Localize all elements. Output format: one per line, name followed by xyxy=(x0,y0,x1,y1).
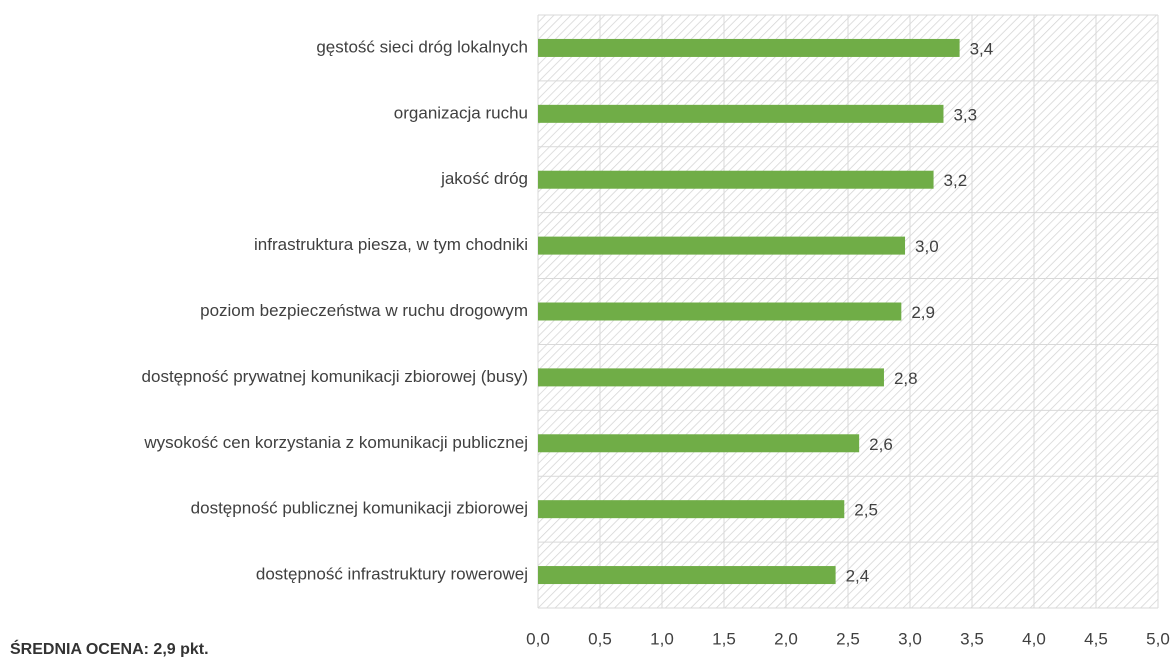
bar xyxy=(538,566,836,585)
data-label: 2,5 xyxy=(854,501,878,520)
x-tick-label: 0,5 xyxy=(588,629,612,648)
bar xyxy=(538,38,960,57)
y-tick-label: gęstość sieci dróg lokalnych xyxy=(316,37,528,56)
x-tick-label: 2,0 xyxy=(774,629,798,648)
bar xyxy=(538,434,860,453)
x-tick-label: 4,0 xyxy=(1022,629,1046,648)
x-tick-label: 4,5 xyxy=(1084,629,1108,648)
x-tick-label: 3,5 xyxy=(960,629,984,648)
y-tick-label: wysokość cen korzystania z komunikacji p… xyxy=(143,433,528,452)
y-tick-label: poziom bezpieczeństwa w ruchu drogowym xyxy=(200,301,528,320)
y-tick-label: dostępność prywatnej komunikacji zbiorow… xyxy=(142,367,528,386)
x-tick-label: 1,0 xyxy=(650,629,674,648)
x-tick-label: 5,0 xyxy=(1146,629,1170,648)
data-label: 2,6 xyxy=(869,435,893,454)
data-label: 2,8 xyxy=(894,369,918,388)
y-tick-label: dostępność infrastruktury rowerowej xyxy=(256,565,528,584)
bar xyxy=(538,170,934,189)
x-tick-label: 2,5 xyxy=(836,629,860,648)
y-tick-label: infrastruktura piesza, w tym chodniki xyxy=(254,235,528,254)
x-tick-label: 3,0 xyxy=(898,629,922,648)
x-tick-label: 0,0 xyxy=(526,629,550,648)
y-tick-label: organizacja ruchu xyxy=(394,103,528,122)
x-tick-label: 1,5 xyxy=(712,629,736,648)
data-label: 3,4 xyxy=(970,39,994,58)
data-label: 3,2 xyxy=(944,171,968,190)
bar xyxy=(538,236,906,255)
data-label: 3,0 xyxy=(915,237,939,256)
bar xyxy=(538,104,944,123)
data-label: 3,3 xyxy=(953,105,977,124)
data-label: 2,4 xyxy=(846,567,870,586)
y-tick-label: dostępność publicznej komunikacji zbioro… xyxy=(191,499,528,518)
bar xyxy=(538,302,902,321)
bar xyxy=(538,500,845,519)
y-tick-label: jakość dróg xyxy=(440,169,528,188)
bar xyxy=(538,368,884,387)
data-label: 2,9 xyxy=(911,303,935,322)
annotation: ŚREDNIA OCENA: 2,9 pkt. xyxy=(10,639,209,657)
